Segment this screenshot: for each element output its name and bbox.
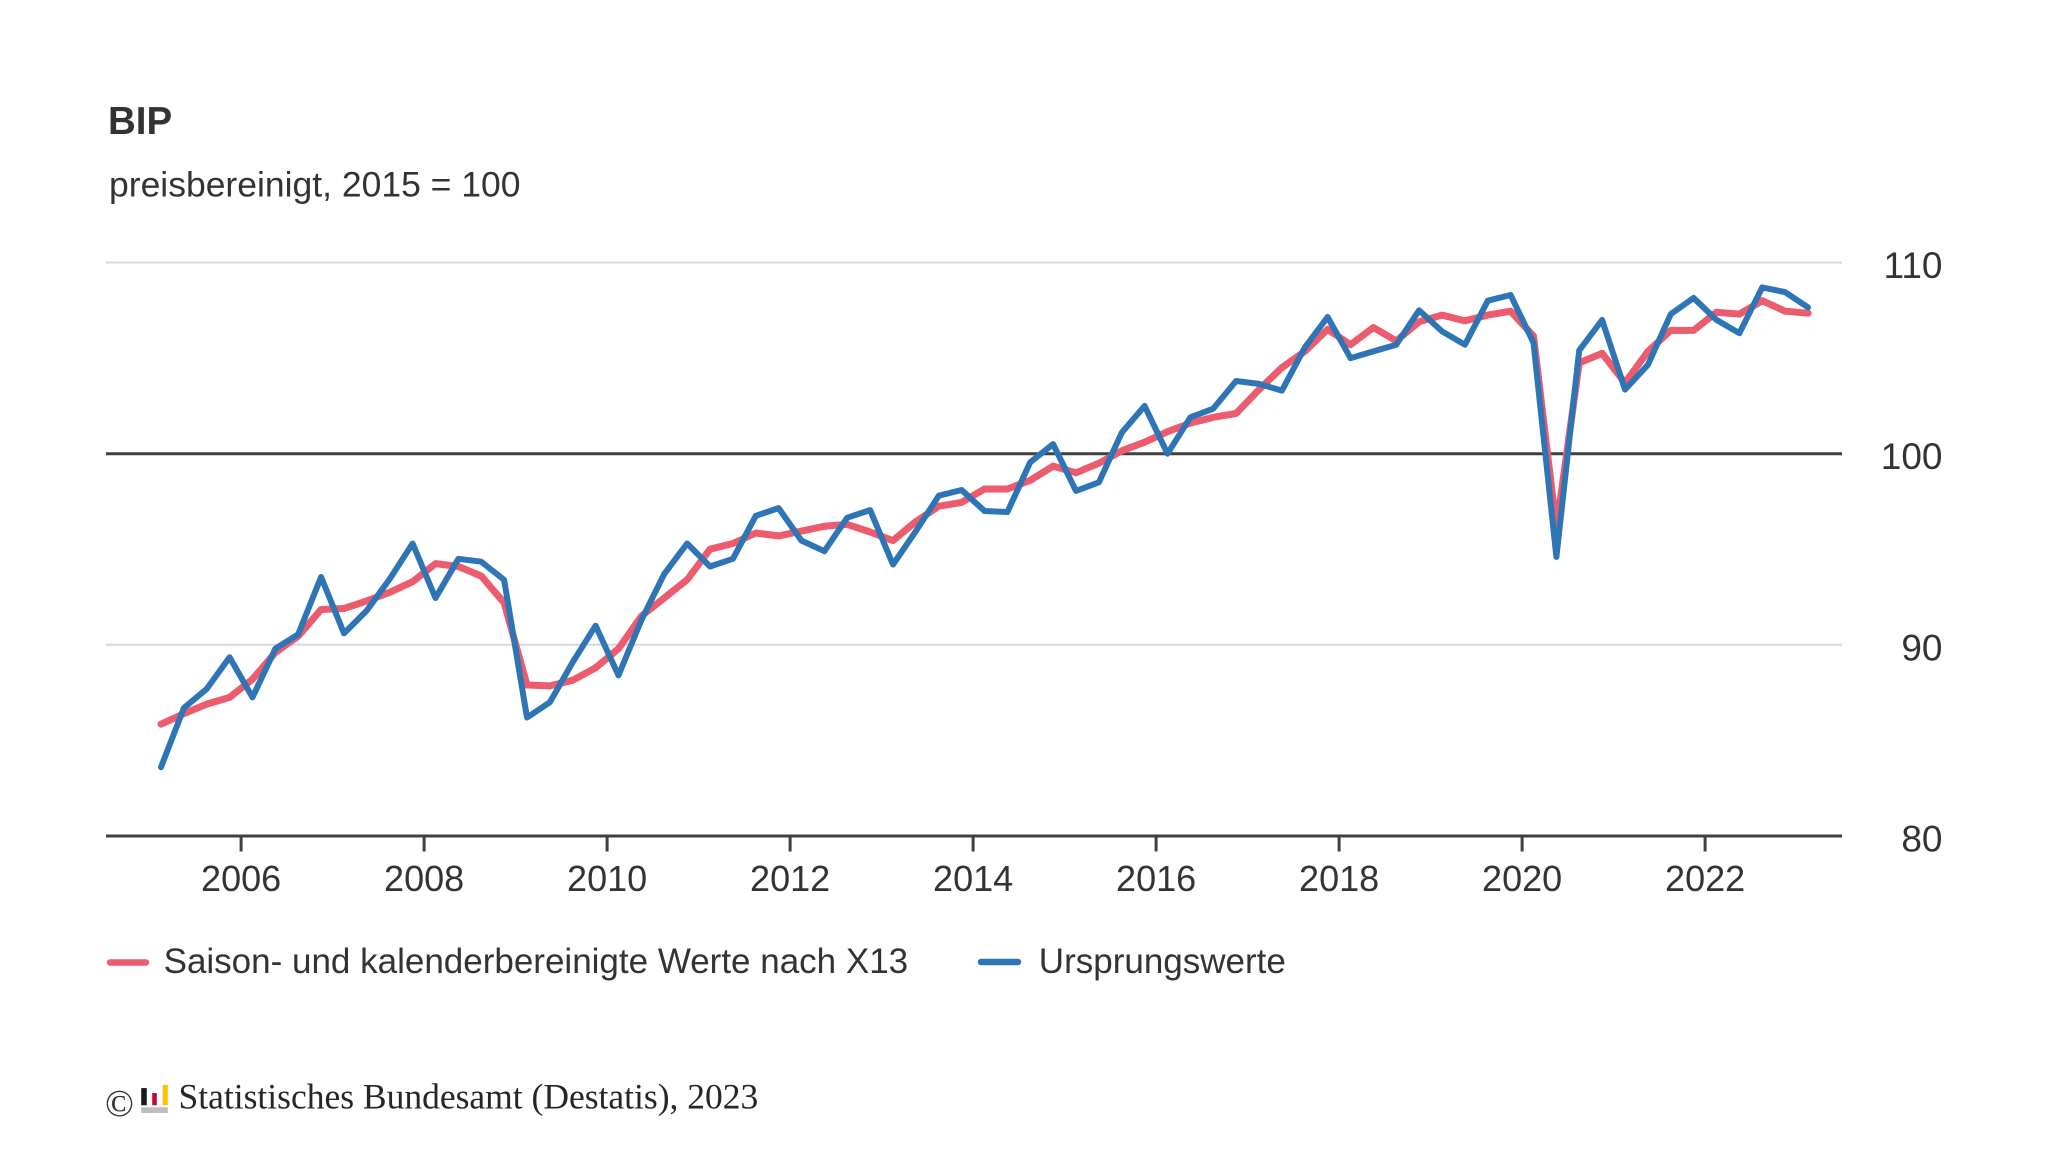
svg-text:2014: 2014 [933, 858, 1013, 899]
svg-text:2018: 2018 [1299, 858, 1379, 899]
svg-text:2016: 2016 [1116, 858, 1196, 899]
svg-text:Saison- und kalenderbereinigte: Saison- und kalenderbereinigte Werte nac… [164, 942, 909, 981]
svg-text:Statistisches Bundesamt (Desta: Statistisches Bundesamt (Destatis), 2023 [179, 1076, 759, 1116]
svg-text:100: 100 [1881, 436, 1943, 477]
svg-text:2008: 2008 [384, 858, 464, 899]
svg-text:2022: 2022 [1665, 858, 1745, 899]
svg-text:2006: 2006 [201, 858, 281, 899]
svg-text:2020: 2020 [1482, 858, 1562, 899]
svg-text:110: 110 [1884, 245, 1943, 286]
svg-text:2012: 2012 [750, 858, 830, 899]
svg-text:80: 80 [1901, 819, 1942, 860]
svg-text:preisbereinigt, 2015 = 100: preisbereinigt, 2015 = 100 [109, 165, 521, 205]
svg-text:2010: 2010 [567, 858, 647, 899]
svg-text:©: © [105, 1083, 134, 1125]
svg-text:BIP: BIP [108, 100, 172, 143]
svg-text:Ursprungswerte: Ursprungswerte [1039, 942, 1286, 981]
svg-text:90: 90 [1901, 627, 1942, 668]
